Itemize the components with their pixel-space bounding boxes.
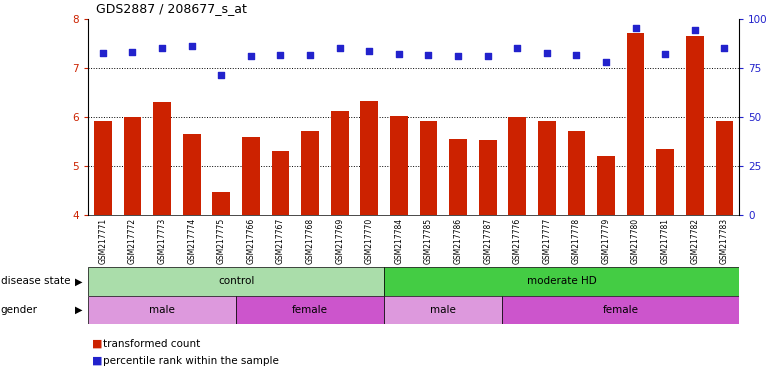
Text: control: control [218, 276, 254, 286]
Text: GSM217766: GSM217766 [247, 218, 255, 264]
Point [482, 53, 494, 60]
Bar [236, 296, 384, 324]
Text: GSM217777: GSM217777 [542, 218, 552, 264]
Point [570, 52, 582, 58]
Bar [502, 296, 739, 324]
Text: ■: ■ [92, 339, 103, 349]
Bar [509, 117, 526, 215]
Bar [384, 296, 502, 324]
Text: ▶: ▶ [75, 305, 83, 315]
Text: GSM217767: GSM217767 [276, 218, 285, 264]
Bar [94, 121, 112, 215]
Text: ▶: ▶ [75, 276, 83, 286]
Bar [242, 137, 260, 215]
Text: GSM217768: GSM217768 [306, 218, 315, 264]
Point [452, 53, 464, 60]
Bar [384, 267, 739, 296]
Text: GSM217779: GSM217779 [601, 218, 611, 264]
Point [541, 50, 553, 56]
Text: GDS2887 / 208677_s_at: GDS2887 / 208677_s_at [96, 2, 247, 15]
Text: GSM217782: GSM217782 [690, 218, 699, 264]
Point [304, 52, 316, 58]
Point [600, 59, 612, 65]
Text: GSM217771: GSM217771 [98, 218, 107, 264]
Text: transformed count: transformed count [103, 339, 201, 349]
Bar [390, 116, 408, 215]
Point [215, 71, 228, 78]
Point [245, 53, 257, 59]
Text: female: female [603, 305, 639, 315]
Bar [568, 131, 585, 215]
Point [156, 45, 169, 51]
Text: GSM217787: GSM217787 [483, 218, 492, 264]
Text: GSM217783: GSM217783 [720, 218, 729, 264]
Text: GSM217780: GSM217780 [631, 218, 640, 264]
Bar [301, 131, 319, 215]
Text: GSM217781: GSM217781 [661, 218, 669, 264]
Bar [597, 156, 615, 215]
Bar [272, 151, 290, 215]
Bar [479, 140, 496, 215]
Text: GSM217770: GSM217770 [365, 218, 374, 264]
Point [363, 48, 375, 54]
Bar [449, 139, 467, 215]
Text: GSM217776: GSM217776 [512, 218, 522, 264]
Text: female: female [292, 305, 328, 315]
Text: GSM217778: GSM217778 [572, 218, 581, 264]
Bar [212, 192, 230, 215]
Text: male: male [430, 305, 457, 315]
Text: GSM217772: GSM217772 [128, 218, 137, 264]
Text: moderate HD: moderate HD [527, 276, 597, 286]
Text: GSM217775: GSM217775 [217, 218, 226, 264]
Point [630, 25, 642, 31]
Point [511, 45, 523, 51]
Point [97, 50, 109, 56]
Bar [715, 121, 733, 215]
Text: GSM217785: GSM217785 [424, 218, 433, 264]
Point [126, 50, 139, 56]
Text: male: male [149, 305, 175, 315]
Bar [88, 267, 384, 296]
Bar [88, 296, 236, 324]
Text: ■: ■ [92, 356, 103, 366]
Point [689, 27, 701, 33]
Bar [360, 101, 378, 215]
Text: GSM217784: GSM217784 [394, 218, 404, 264]
Text: percentile rank within the sample: percentile rank within the sample [103, 356, 280, 366]
Text: disease state: disease state [1, 276, 70, 286]
Point [719, 45, 731, 51]
Text: GSM217769: GSM217769 [336, 218, 344, 264]
Point [422, 52, 434, 58]
Point [274, 52, 286, 58]
Bar [331, 111, 349, 215]
Point [185, 43, 198, 49]
Bar [183, 134, 201, 215]
Bar [420, 121, 437, 215]
Bar [123, 117, 142, 215]
Point [333, 45, 345, 51]
Bar [656, 149, 674, 215]
Bar [686, 36, 704, 215]
Bar [538, 121, 555, 215]
Text: GSM217786: GSM217786 [453, 218, 463, 264]
Text: gender: gender [1, 305, 38, 315]
Text: GSM217773: GSM217773 [158, 218, 166, 264]
Bar [627, 33, 644, 215]
Text: GSM217774: GSM217774 [187, 218, 196, 264]
Point [393, 51, 405, 58]
Bar [153, 103, 171, 215]
Point [659, 51, 671, 58]
